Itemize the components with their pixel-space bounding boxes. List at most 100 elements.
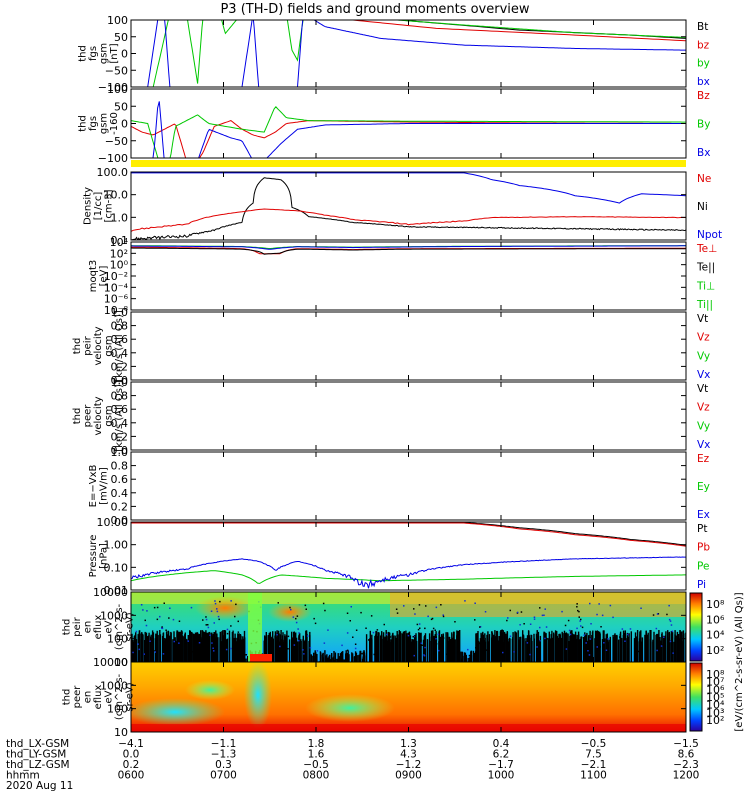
y-axis-label-line: velocity	[93, 396, 104, 435]
footer-axis: thd_LX-GSM −4.1 −1.1 1.8 1.3 0.4 −0.5 −1.5 thd_L…	[6, 738, 699, 792]
y-tick-label: 0.4	[111, 487, 129, 500]
y-tick-label: 1.0	[111, 376, 129, 389]
footer-value: −2.1	[581, 759, 607, 771]
footer-value: 0700	[210, 770, 237, 782]
y-axis-label-line: gsm	[104, 405, 115, 426]
legend-entry: Ti||	[696, 299, 713, 311]
y-axis-label-line: peir	[83, 335, 94, 355]
y-axis-label-line: sr-eV)	[125, 682, 136, 711]
y-tick-label: 1.0	[111, 446, 129, 459]
fgs-160-panel: 100 50 0 −50 −100 thd fgs gsm -160 Bz By Bx	[77, 83, 710, 165]
y-axis-label-line: fgs	[88, 116, 99, 131]
footer-value: 0.0	[123, 749, 140, 761]
colorbar-tick-label: 10⁸	[706, 668, 725, 681]
legend-entry: Bt	[697, 21, 708, 33]
npot-line	[131, 172, 686, 204]
legend-entry: Pb	[697, 542, 710, 554]
y-tick-label: −50	[105, 64, 128, 77]
y-axis-label-line: [nPa]	[98, 543, 109, 569]
y-axis-label-line: gsm	[98, 43, 109, 64]
y-tick-label: 0.4	[111, 347, 129, 360]
footer-value: 0900	[395, 770, 422, 782]
legend-entry: Vt	[697, 383, 708, 395]
legend-entry: Vy	[697, 350, 710, 362]
y-axis-label-line: E=−VxB	[88, 465, 99, 508]
y-axis-label-line: [km/s (All Qs)]	[114, 310, 125, 382]
y-axis-label-line: peer	[83, 404, 94, 428]
footer-value: 7.5	[585, 749, 602, 761]
y-tick-label: 0.0	[111, 444, 129, 457]
y-tick-label: 0.2	[111, 430, 129, 443]
y-axis-label-line: thd	[62, 689, 73, 706]
footer-value: 0800	[303, 770, 330, 782]
legend-entry: Bx	[697, 147, 710, 159]
y-tick-label: 0.6	[111, 333, 129, 346]
y-tick-label: 0.6	[111, 403, 129, 416]
legend-entry: Bz	[697, 90, 710, 102]
footer-value: −1.1	[211, 738, 237, 750]
y-tick-label: 100	[107, 14, 128, 27]
y-tick-label: 50	[114, 100, 128, 113]
y-tick-label: 10⁻²	[104, 270, 128, 283]
y-tick-label: 10⁰	[110, 259, 129, 272]
y-tick-label: 10⁴	[110, 236, 129, 249]
footer-value: 1200	[673, 770, 700, 782]
panel-frame	[130, 381, 687, 451]
panel-frame	[130, 19, 687, 88]
electron-cold-column	[244, 662, 272, 729]
panel-frame	[130, 451, 687, 521]
footer-value: −1.2	[396, 759, 422, 771]
y-axis-label-line: [cm-3]	[104, 189, 115, 222]
electron-cold-blob-1	[131, 698, 225, 726]
y-axis-label-line: thd	[62, 619, 73, 636]
y-axis-label-line: [nT]	[109, 43, 120, 63]
footer-value: −2.3	[673, 759, 699, 771]
ion-hot-blob-2	[268, 602, 312, 622]
y-axis-label-line: gsm	[98, 113, 109, 134]
y-axis-label-line: peer	[72, 685, 83, 709]
y-tick-label: 10	[114, 656, 128, 669]
legend-entry: Npot	[697, 229, 722, 241]
footer-value: −1.3	[211, 749, 237, 761]
panel-frame	[130, 311, 687, 381]
footer-row-label: thd_LY-GSM	[6, 749, 66, 761]
y-axis-label: Pressure [nPa]	[88, 535, 110, 578]
panel-frame	[130, 171, 687, 241]
ion-hot-blob-1	[195, 596, 255, 620]
y-tick-label: 0.0	[111, 514, 129, 527]
colorbar-tick-label: 10²	[706, 644, 724, 657]
colorbar: 10⁸ 10⁶ 10⁴ 10²	[689, 592, 725, 662]
legend-entry: bx	[697, 76, 710, 88]
footer-row-label: thd_LZ-GSM	[6, 759, 70, 771]
colorbar-tick-label: 10³	[706, 706, 724, 719]
y-tick-label: 0.6	[111, 473, 129, 486]
ni-line	[131, 177, 686, 240]
colorbar-scale	[689, 592, 703, 662]
y-tick-label: 10.0	[104, 189, 129, 202]
legend-entry: Vz	[697, 402, 710, 414]
y-axis-label: thd peir en eflux eV (cm^2-s-sr-eV)	[62, 603, 136, 650]
y-tick-label: −100	[98, 81, 128, 94]
legend-entry: Vx	[697, 369, 710, 381]
footer-row-label: thd_LX-GSM	[6, 738, 69, 750]
y-axis-label: thd fgs gsm [nT]	[77, 43, 120, 64]
footer-value: 1.3	[400, 738, 417, 750]
y-tick-label: −50	[105, 135, 128, 148]
colorbar-label-text: [eV/(cm^2-s-sr-eV) (All Qs)]	[734, 592, 745, 731]
footer-value: 0.4	[493, 738, 510, 750]
colorbar-tick-label: 10⁴	[706, 629, 725, 642]
legend-entry: Te⊥	[696, 243, 717, 255]
y-tick-label: 1000	[100, 609, 128, 622]
electron-cold-blob-3	[185, 680, 235, 700]
y-axis-label: moqt3 [eV]	[88, 260, 110, 293]
y-tick-label: 10⁻⁴	[104, 281, 129, 294]
teperp-line	[131, 246, 686, 255]
y-tick-label: 100.0	[97, 166, 129, 179]
y-axis-label: thd peer en eflux eV (cm^2-s-sr-eV)	[62, 673, 136, 720]
legend-entry: Vy	[697, 420, 710, 432]
footer-value: 0.2	[123, 759, 140, 771]
legend-entry: Vz	[697, 332, 710, 344]
by-line	[131, 20, 686, 87]
